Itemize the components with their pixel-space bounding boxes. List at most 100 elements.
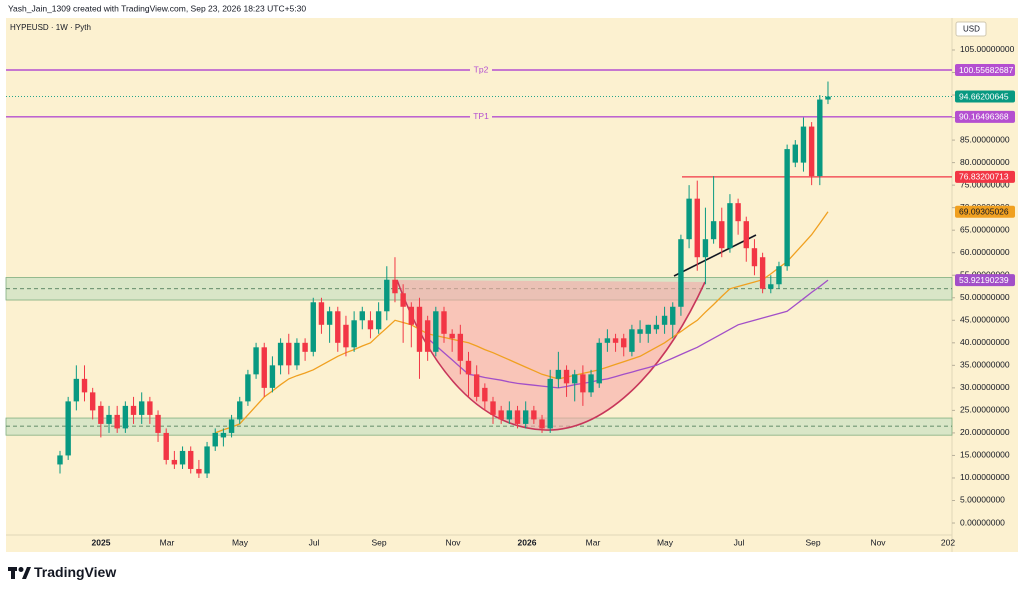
x-tick-label: 2026 bbox=[518, 537, 537, 547]
candle-body bbox=[800, 126, 807, 163]
candle-body bbox=[277, 342, 284, 366]
candle-body bbox=[220, 432, 227, 438]
candle-body bbox=[612, 338, 619, 343]
moving-average bbox=[214, 211, 829, 434]
moving-average bbox=[427, 279, 829, 389]
target-label-bg bbox=[470, 65, 492, 76]
brand-name: TradingView bbox=[34, 564, 116, 580]
candle-body bbox=[514, 410, 521, 424]
candle-body bbox=[351, 320, 357, 348]
candle-body bbox=[204, 446, 210, 474]
candle-body bbox=[130, 405, 137, 415]
candle-body bbox=[817, 99, 823, 177]
candle-body bbox=[188, 450, 194, 469]
candle-body bbox=[637, 329, 643, 334]
candle-body bbox=[106, 414, 112, 424]
resistance-price-bg bbox=[955, 170, 1015, 183]
ma-price: 53.92190239 bbox=[959, 275, 1009, 285]
trendline bbox=[673, 234, 757, 277]
candle-body bbox=[465, 360, 472, 375]
candle-body bbox=[506, 410, 513, 420]
candle-body bbox=[482, 387, 488, 402]
x-tick-label: Sep bbox=[371, 537, 386, 547]
currency-box bbox=[955, 21, 987, 37]
candle-body bbox=[81, 378, 88, 393]
candle-body bbox=[286, 342, 292, 366]
candle-body bbox=[98, 405, 104, 424]
candle-body bbox=[596, 342, 602, 384]
candle-body bbox=[57, 455, 63, 465]
candle-body bbox=[359, 311, 365, 321]
candle-body bbox=[645, 324, 651, 334]
currency: USD bbox=[963, 25, 980, 34]
resistance-price: 76.83200713 bbox=[959, 172, 1009, 182]
y-tick-label: 85.00000000 bbox=[960, 134, 1010, 144]
target-price: 100.55682687 bbox=[959, 65, 1014, 75]
candle-body bbox=[441, 311, 447, 334]
candle-body bbox=[318, 302, 325, 325]
candle-body bbox=[449, 333, 455, 339]
candle-body bbox=[539, 419, 545, 429]
candle-body bbox=[253, 347, 259, 375]
credit: Yash_Jain_1309 created with TradingView.… bbox=[8, 3, 306, 13]
candle-body bbox=[302, 342, 308, 352]
x-tick-label: Sep bbox=[805, 537, 820, 547]
x-tick-label: Jul bbox=[309, 537, 320, 547]
candle-body bbox=[196, 468, 202, 474]
y-tick-label: 5.00000000 bbox=[960, 495, 1005, 505]
candle-body bbox=[261, 347, 267, 388]
candle-body bbox=[735, 203, 741, 222]
candle-body bbox=[114, 414, 120, 429]
target-price-bg bbox=[955, 110, 1015, 123]
x-tick-label: May bbox=[657, 537, 674, 547]
candle-body bbox=[759, 257, 766, 289]
ema-price: 69.09305026 bbox=[959, 206, 1009, 216]
x-tick-label: Mar bbox=[586, 537, 601, 547]
candle-body bbox=[310, 302, 316, 352]
candle-body bbox=[392, 279, 398, 294]
y-tick-label: 20.00000000 bbox=[960, 427, 1010, 437]
x-tick-label: 202 bbox=[941, 537, 955, 547]
symbol-info: HYPEUSD · 1W · Pyth bbox=[10, 23, 91, 32]
candle-body bbox=[653, 324, 660, 330]
last-price: 94.66200645 bbox=[959, 91, 1009, 101]
y-tick-label: 50.00000000 bbox=[960, 292, 1010, 302]
candle-body bbox=[784, 149, 790, 267]
y-tick-label: 60.00000000 bbox=[960, 247, 1010, 257]
target-label: Tp2 bbox=[474, 64, 489, 74]
y-tick-label: 75.00000000 bbox=[960, 179, 1010, 189]
candle-body bbox=[212, 432, 218, 447]
y-tick-label: 80.00000000 bbox=[960, 157, 1010, 167]
ema-price-bg bbox=[955, 205, 1015, 218]
candle-body bbox=[179, 450, 186, 465]
x-tick-label: Nov bbox=[445, 537, 461, 547]
candle-body bbox=[792, 144, 798, 163]
target-price-bg bbox=[955, 64, 1015, 77]
candle-body bbox=[694, 198, 700, 258]
candle-body bbox=[73, 378, 80, 402]
candle-body bbox=[604, 338, 611, 343]
candle-body bbox=[424, 320, 431, 352]
candle-body bbox=[776, 266, 782, 285]
candle-body bbox=[629, 329, 635, 352]
candle-body bbox=[343, 324, 349, 348]
cup-curve bbox=[396, 279, 706, 431]
target-price: 90.16496368 bbox=[959, 112, 1009, 122]
y-tick-label: 35.00000000 bbox=[960, 360, 1010, 370]
candle-body bbox=[400, 293, 406, 307]
y-tick-label: 40.00000000 bbox=[960, 337, 1010, 347]
candle-body bbox=[155, 414, 161, 433]
candle-body bbox=[139, 401, 145, 415]
candle-body bbox=[580, 374, 586, 393]
y-tick-label: 105.00000000 bbox=[960, 44, 1015, 54]
x-tick-label: Mar bbox=[160, 537, 175, 547]
candle-body bbox=[122, 405, 129, 429]
candle-body bbox=[457, 333, 464, 361]
candle-body bbox=[89, 392, 96, 411]
candle-body bbox=[522, 410, 529, 424]
y-tick-label: 45.00000000 bbox=[960, 315, 1010, 325]
candle-body bbox=[375, 311, 382, 330]
candle-body bbox=[245, 374, 251, 402]
candle-body bbox=[670, 306, 676, 325]
y-tick-label: 15.00000000 bbox=[960, 450, 1010, 460]
